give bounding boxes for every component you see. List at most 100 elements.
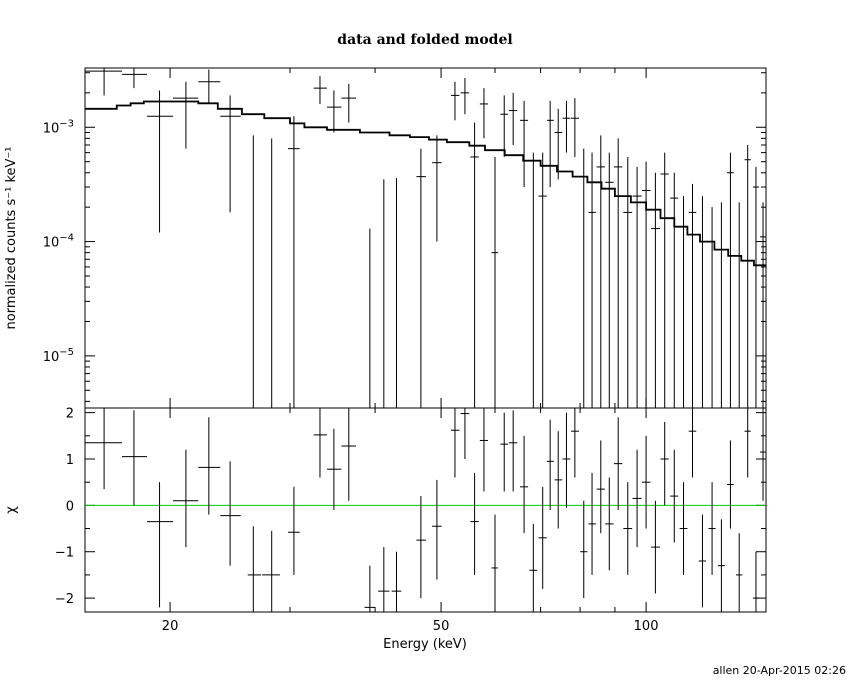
x-tick-label: 20	[162, 619, 179, 634]
residual-point	[554, 431, 563, 529]
residual-point	[500, 412, 509, 492]
residual-point	[262, 530, 280, 612]
residual-point	[327, 428, 342, 510]
data-point	[122, 68, 148, 89]
y-tick-label: −1	[55, 546, 74, 561]
data-point	[198, 69, 221, 104]
x-tick-label: 50	[433, 619, 450, 634]
data-point	[313, 76, 328, 104]
residual-point	[198, 417, 221, 515]
data-point	[327, 90, 342, 133]
data-point	[173, 81, 199, 149]
bottom-y-tick-labels: 2 1 0 −1 −2	[55, 407, 74, 607]
data-point	[508, 92, 518, 145]
residual-point	[432, 479, 442, 580]
top-panel-frame	[84, 67, 767, 409]
residual-point	[288, 486, 300, 575]
residual-point	[562, 412, 571, 508]
data-point	[651, 172, 660, 408]
residual-point	[708, 482, 716, 575]
residual-point	[341, 408, 356, 501]
bottom-y-axis-label: χ	[4, 506, 19, 514]
residual-point	[546, 419, 554, 510]
residual-point	[660, 421, 669, 506]
residual-point	[479, 408, 489, 492]
data-point	[727, 152, 734, 408]
bottom-panel-frame	[84, 407, 767, 613]
data-point	[717, 202, 725, 409]
data-point	[679, 196, 688, 409]
residual-point	[520, 435, 529, 534]
data-point	[460, 77, 470, 115]
model-step-curve	[85, 100, 766, 267]
top-y-tick-labels: 10−3 10−4 10−5	[43, 118, 74, 365]
residual-point	[85, 408, 123, 490]
y-tick-label: 10−3	[43, 118, 74, 136]
data-point	[670, 172, 679, 408]
x-axis-label: Energy (keV)	[383, 637, 467, 652]
residual-point	[651, 500, 660, 594]
data-point	[660, 152, 669, 408]
y-tick-label: −2	[55, 592, 74, 607]
residual-point	[122, 410, 148, 506]
data-point	[147, 90, 174, 233]
data-point	[580, 148, 588, 409]
residual-point	[605, 477, 614, 571]
data-point	[220, 95, 241, 213]
residual-point	[364, 565, 376, 612]
residual-point	[529, 523, 538, 612]
chart-title: data and folded model	[337, 32, 512, 48]
residual-point	[450, 408, 460, 478]
data-point	[554, 108, 563, 180]
residual-point	[571, 408, 579, 478]
data-point	[760, 202, 766, 408]
data-point	[605, 152, 614, 408]
data-point	[529, 152, 538, 409]
x-tick-labels: 20 50 100	[162, 619, 659, 634]
residual-points	[85, 408, 766, 612]
data-point	[688, 183, 697, 408]
residual-point	[391, 551, 402, 612]
bottom-panel: 2 1 0 −1 −2 χ	[4, 407, 767, 613]
data-point	[752, 166, 760, 408]
residual-point	[698, 514, 707, 608]
residual-point	[717, 519, 725, 612]
data-point	[596, 135, 605, 408]
data-point	[562, 100, 571, 153]
data-point	[520, 100, 529, 188]
data-point	[470, 122, 479, 408]
top-panel: 10−3 10−4 10−5 normalized counts s⁻¹ keV⁻¹	[4, 67, 767, 409]
residual-point	[470, 472, 479, 575]
data-point	[379, 179, 389, 409]
bottom-axis-ticks	[85, 408, 766, 612]
y-tick-label: 10−5	[43, 347, 74, 365]
residual-point	[727, 440, 734, 529]
residual-point	[679, 482, 688, 575]
data-point	[491, 156, 498, 408]
y-tick-label: 2	[66, 407, 74, 422]
residual-point	[588, 472, 596, 575]
residual-point	[220, 461, 241, 566]
data-point	[735, 202, 743, 409]
residual-point	[596, 440, 605, 534]
residual-point	[491, 514, 498, 608]
data-point	[341, 83, 356, 123]
data-point	[391, 177, 402, 409]
data-point	[632, 166, 642, 408]
data-point	[416, 148, 426, 408]
residual-point	[641, 435, 651, 529]
residual-point	[508, 410, 518, 492]
top-y-axis-label: normalized counts s⁻¹ keV⁻¹	[4, 147, 19, 330]
data-points	[85, 68, 766, 409]
data-point	[450, 81, 460, 121]
residual-point	[247, 526, 262, 612]
residual-point	[173, 449, 199, 548]
residual-point	[378, 547, 390, 612]
data-point	[538, 152, 547, 408]
data-point	[613, 138, 623, 408]
residual-point	[147, 482, 174, 608]
data-point	[708, 207, 716, 409]
data-point	[288, 116, 300, 408]
data-point	[366, 228, 374, 409]
